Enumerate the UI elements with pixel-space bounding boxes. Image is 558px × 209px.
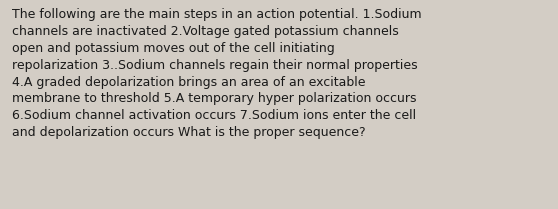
Text: The following are the main steps in an action potential. 1.Sodium
channels are i: The following are the main steps in an a… — [12, 8, 422, 139]
